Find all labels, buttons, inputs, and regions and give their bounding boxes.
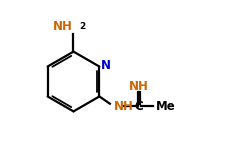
Text: C: C [135,100,143,113]
Text: NH: NH [114,100,134,113]
Text: 2: 2 [80,22,86,31]
Text: NH: NH [129,80,149,93]
Text: N: N [101,59,111,72]
Text: Me: Me [156,100,176,113]
Text: NH: NH [53,20,73,33]
